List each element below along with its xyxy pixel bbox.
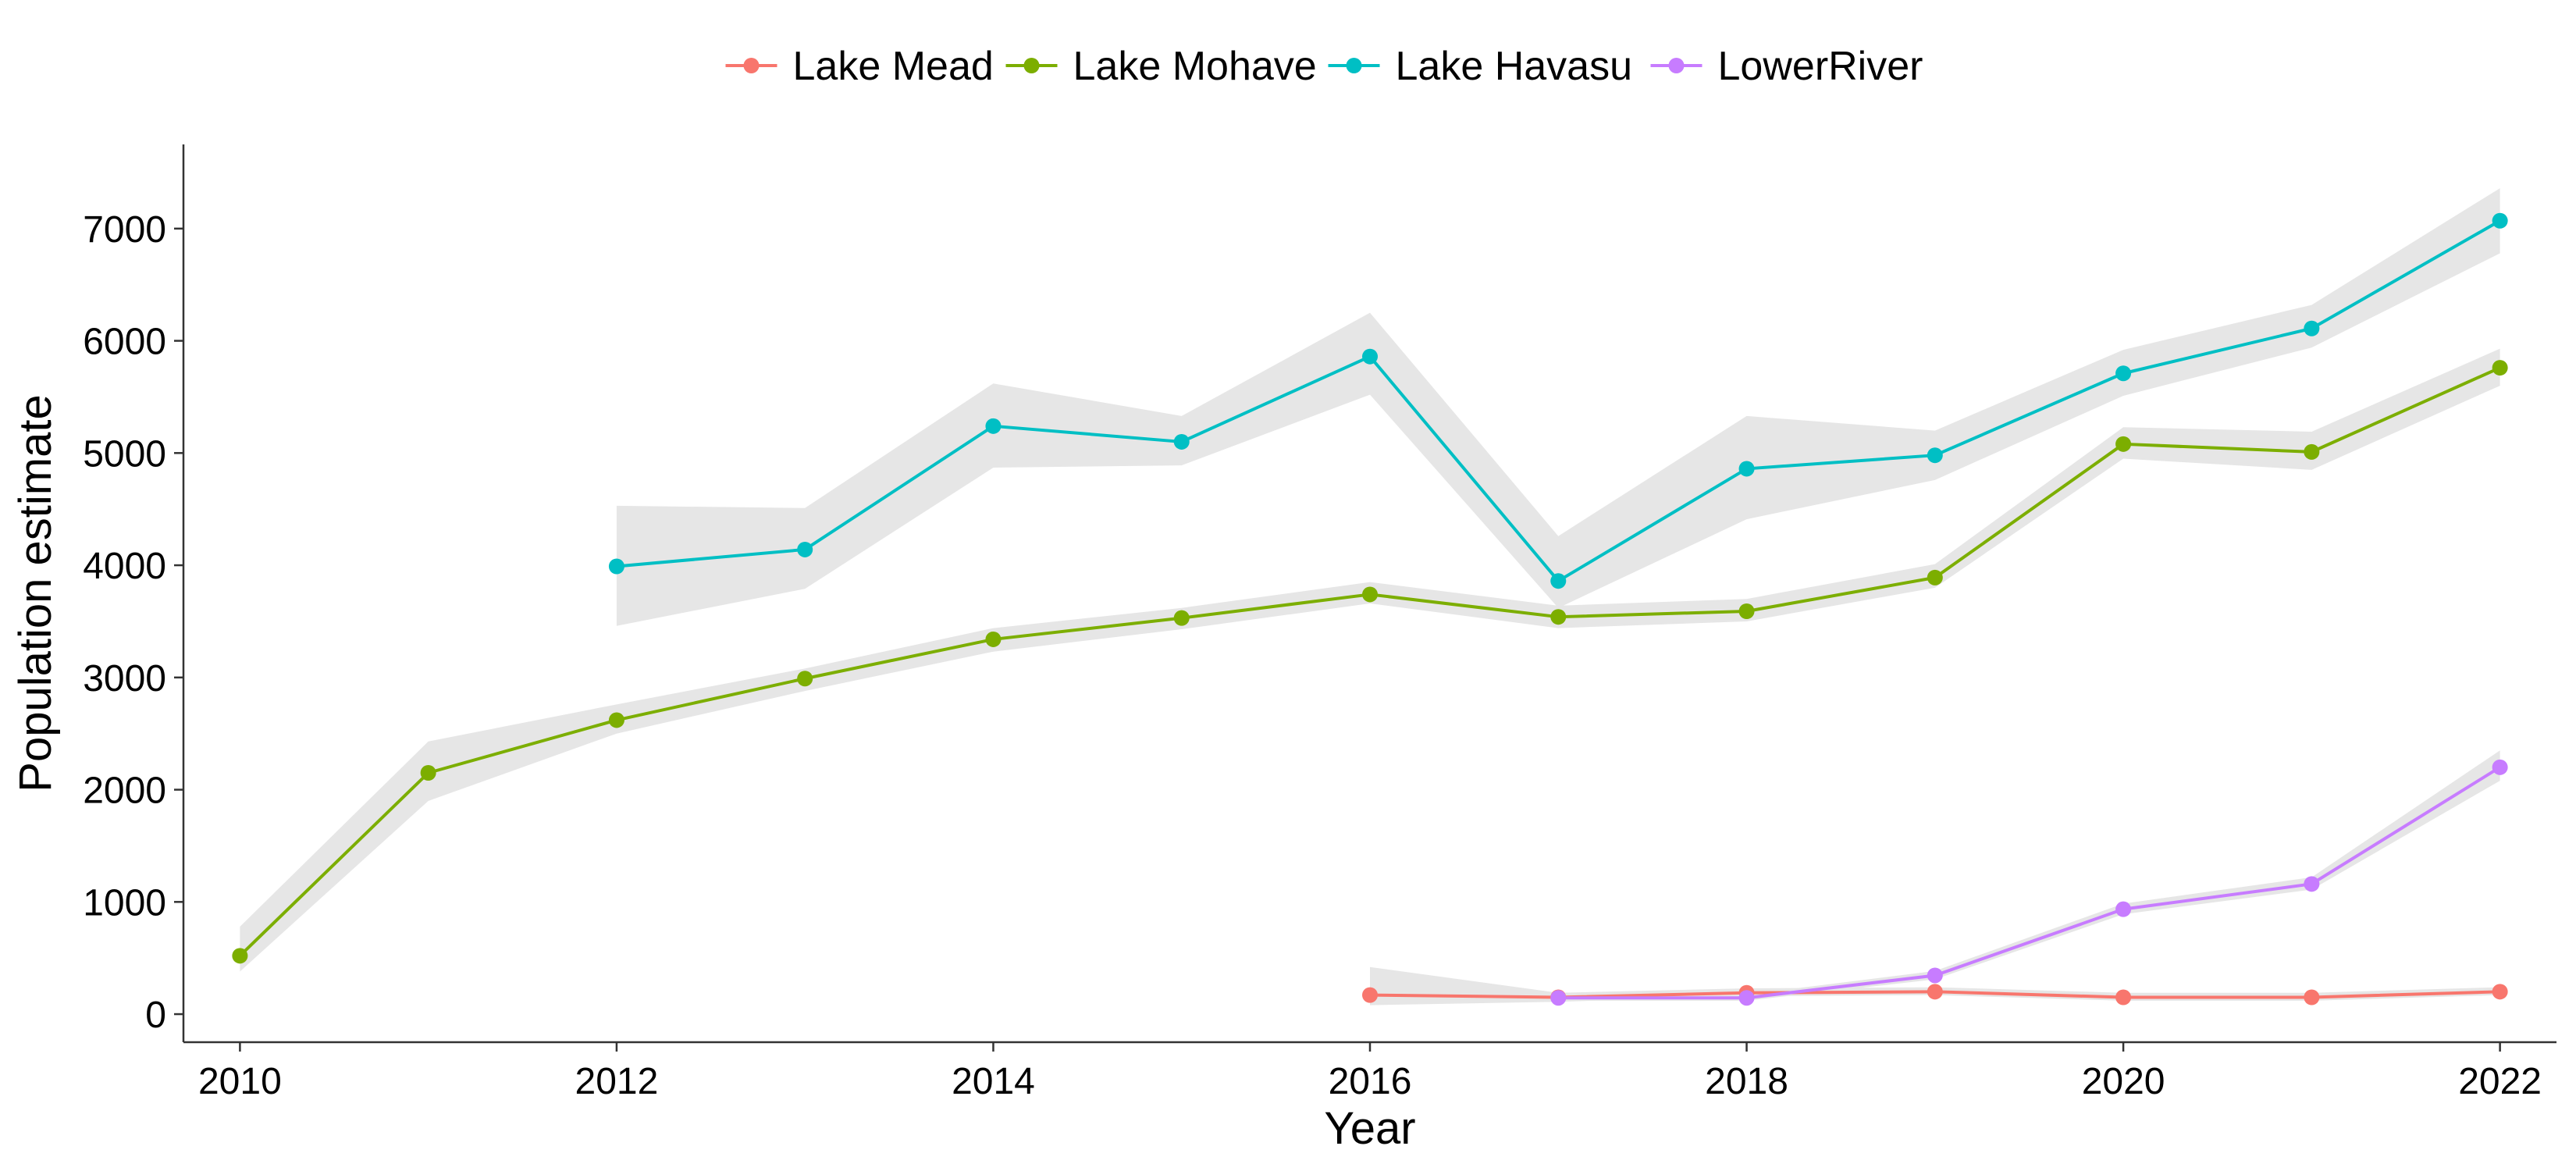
- data-point-lake-havasu: [1173, 433, 1190, 450]
- legend-item-lake-havasu: Lake Havasu: [1328, 44, 1633, 89]
- legend-item-lowerriver: LowerRiver: [1650, 44, 1923, 89]
- data-point-lake-mohave: [420, 765, 436, 781]
- x-tick-label: 2022: [2458, 1061, 2542, 1102]
- data-point-lake-mohave: [2492, 360, 2508, 376]
- series-line-lowerriver: [1558, 766, 2501, 1000]
- data-point-lake-havasu: [1927, 447, 1943, 464]
- x-tick-label: 2012: [575, 1061, 659, 1102]
- y-tick-label: 1000: [83, 882, 166, 924]
- x-tick-label: 2020: [2082, 1061, 2165, 1102]
- data-point-lake-havasu: [2304, 320, 2320, 336]
- y-tick-label: 0: [145, 995, 166, 1036]
- data-point-lake-mohave: [1362, 586, 1378, 603]
- y-tick-label: 2000: [83, 771, 166, 812]
- data-point-lake-mohave: [232, 948, 248, 964]
- data-point-lake-mohave: [608, 712, 624, 728]
- data-point-lake-havasu: [2115, 365, 2132, 382]
- data-point-lowerriver: [2115, 901, 2132, 917]
- y-tick-label: 7000: [83, 209, 166, 251]
- legend-label: LowerRiver: [1718, 44, 1923, 89]
- data-point-lake-mead: [1927, 984, 1943, 1000]
- data-point-lake-havasu: [1550, 573, 1567, 589]
- data-point-lake-mead: [1362, 987, 1378, 1003]
- data-point-lake-havasu: [1362, 348, 1378, 365]
- legend-key-point: [1668, 58, 1685, 73]
- data-point-lake-havasu: [797, 541, 813, 557]
- data-point-lake-havasu: [1738, 461, 1755, 477]
- legend-label: Lake Mohave: [1073, 44, 1317, 89]
- legend-item-lake-mohave: Lake Mohave: [1005, 44, 1317, 89]
- data-point-lake-mead: [2115, 989, 2132, 1005]
- x-tick-label: 2010: [198, 1061, 282, 1102]
- data-point-lake-mohave: [797, 671, 813, 687]
- data-point-lowerriver: [2304, 876, 2320, 892]
- data-point-lowerriver: [1550, 990, 1567, 1006]
- data-point-lake-mohave: [1738, 603, 1755, 619]
- legend-label: Lake Mead: [793, 44, 994, 89]
- legend-key-point: [1023, 58, 1040, 73]
- data-point-lake-mead: [2304, 989, 2320, 1005]
- data-point-lake-havasu: [985, 418, 1002, 434]
- y-tick-label: 3000: [83, 658, 166, 699]
- confidence-band-lake-havasu: [616, 188, 2500, 626]
- data-point-lake-havasu: [2492, 212, 2508, 229]
- legend-label: Lake Havasu: [1396, 44, 1633, 89]
- data-point-lake-mohave: [2304, 443, 2320, 460]
- series-points: [232, 212, 2508, 1006]
- y-tick-label: 6000: [83, 322, 166, 363]
- legend-key-point: [743, 58, 760, 73]
- data-point-lake-mohave: [1927, 569, 1943, 586]
- y-tick-label: 4000: [83, 546, 166, 587]
- x-axis-title: Year: [1324, 1103, 1415, 1154]
- x-tick-label: 2016: [1329, 1061, 1412, 1102]
- data-point-lake-mohave: [1173, 610, 1190, 626]
- data-point-lake-mohave: [2115, 436, 2132, 452]
- y-tick-label: 5000: [83, 433, 166, 475]
- confidence-band-lowerriver: [1558, 750, 2500, 1001]
- data-point-lowerriver: [2492, 759, 2508, 775]
- ticks: 0 1000 2000 3000 4000 5000 6000 7000 2010 2012 201…: [83, 209, 2542, 1102]
- data-point-lake-mead: [2492, 984, 2508, 1000]
- data-point-lake-havasu: [608, 558, 624, 575]
- data-point-lake-mohave: [985, 631, 1002, 647]
- y-axis-title: Population estimate: [10, 394, 61, 792]
- legend-item-lake-mead: Lake Mead: [725, 44, 994, 89]
- legend-key-point: [1346, 58, 1362, 73]
- confidence-band-lake-mohave: [240, 348, 2500, 972]
- data-point-lowerriver: [1927, 967, 1943, 984]
- legend: Lake Mead Lake Mohave Lake Havasu LowerRive…: [725, 44, 1923, 89]
- data-point-lake-mohave: [1550, 609, 1567, 625]
- x-tick-label: 2014: [952, 1061, 1035, 1102]
- x-tick-label: 2018: [1705, 1061, 1788, 1102]
- data-point-lowerriver: [1738, 990, 1755, 1006]
